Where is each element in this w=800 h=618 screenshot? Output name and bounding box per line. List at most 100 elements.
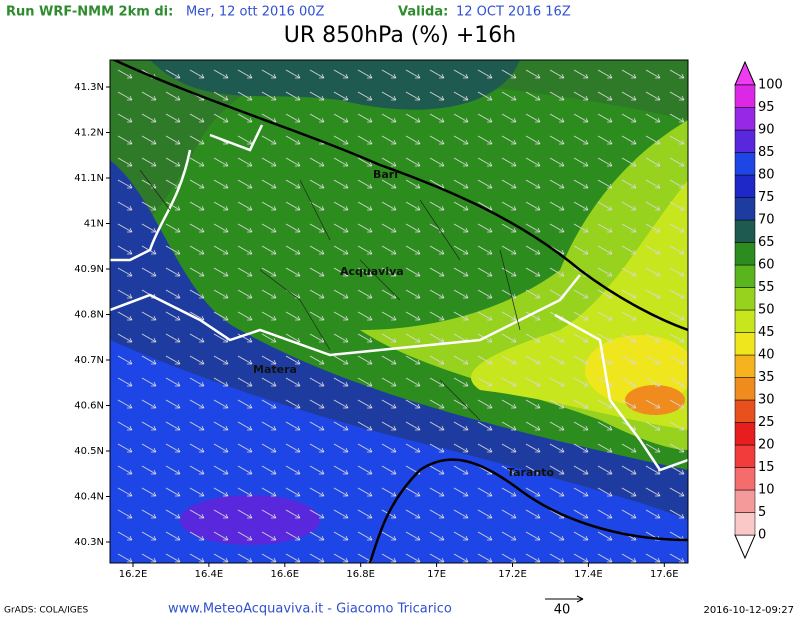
wind-arrow: [645, 421, 661, 431]
wind-arrow: [189, 69, 205, 79]
wind-arrow: [141, 223, 157, 233]
wind-arrow: [117, 553, 133, 563]
wind-arrow: [189, 487, 205, 497]
wind-arrow: [237, 179, 253, 189]
wind-arrow: [405, 487, 421, 497]
wind-arrow: [237, 157, 253, 167]
wind-arrow: [621, 443, 637, 453]
wind-arrow: [429, 69, 445, 79]
wind-arrow: [621, 487, 637, 497]
wind-arrow: [213, 421, 229, 431]
wind-arrow: [261, 377, 277, 387]
colorbar-label: 75: [758, 190, 775, 205]
wind-arrow: [333, 157, 349, 167]
wind-arrow: [549, 399, 565, 409]
wind-arrow: [357, 179, 373, 189]
wind-arrow: [597, 487, 613, 497]
wind-arrow: [165, 267, 181, 277]
wind-arrow: [381, 157, 397, 167]
wind-arrow: [573, 421, 589, 431]
wind-arrow: [333, 443, 349, 453]
wind-arrow: [525, 377, 541, 387]
run-label: Run WRF-NMM 2km di:: [6, 5, 173, 20]
wind-arrow: [261, 267, 277, 277]
wind-arrow: [213, 289, 229, 299]
wind-arrow: [381, 201, 397, 211]
wind-arrow: [429, 245, 445, 255]
wind-arrow: [573, 311, 589, 321]
wind-arrow: [309, 69, 325, 79]
city-label: Bari: [373, 168, 398, 181]
wind-arrow: [117, 289, 133, 299]
wind-arrow: [333, 377, 349, 387]
wind-arrow: [549, 157, 565, 167]
wind-arrow: [597, 135, 613, 145]
city-label: Acquaviva: [340, 265, 404, 278]
wind-arrow: [117, 223, 133, 233]
colorbar-label: 20: [758, 438, 775, 453]
wind-arrow: [309, 267, 325, 277]
wind-arrow: [189, 531, 205, 541]
colorbar-segment: [734, 467, 756, 491]
wind-arrow: [669, 223, 685, 233]
wind-arrow: [117, 113, 133, 123]
wind-arrow: [525, 91, 541, 101]
wind-arrow: [573, 91, 589, 101]
colorbar-label: 30: [758, 393, 775, 408]
wind-arrow: [141, 311, 157, 321]
lon-label: 17.2E: [498, 569, 527, 580]
wind-arrow: [573, 333, 589, 343]
wind-arrow: [237, 201, 253, 211]
wind-arrow: [453, 509, 469, 519]
wind-arrow: [669, 443, 685, 453]
wind-arrow: [645, 113, 661, 123]
wind-arrow: [309, 333, 325, 343]
wind-arrow: [525, 135, 541, 145]
wind-arrow: [165, 553, 181, 563]
wind-arrow: [189, 377, 205, 387]
lon-label: 17.4E: [574, 569, 603, 580]
wind-arrow: [525, 509, 541, 519]
coastline-adriatic: [111, 60, 688, 332]
wind-arrow: [261, 69, 277, 79]
wind-arrow: [165, 355, 181, 365]
wind-arrow: [429, 443, 445, 453]
wind-arrow: [309, 509, 325, 519]
wind-arrow: [237, 443, 253, 453]
wind-arrow: [165, 113, 181, 123]
wind-arrow: [525, 553, 541, 563]
wind-arrow: [549, 69, 565, 79]
wind-arrow: [333, 267, 349, 277]
wind-arrow: [261, 179, 277, 189]
wind-arrow: [141, 465, 157, 475]
wind-arrow: [501, 245, 517, 255]
wind-arrow: [501, 157, 517, 167]
wind-arrow: [549, 113, 565, 123]
wind-arrow: [117, 201, 133, 211]
wind-arrow: [597, 553, 613, 563]
wind-arrow: [621, 91, 637, 101]
colorbar-label: 60: [758, 258, 775, 273]
province-borders: [139, 169, 521, 421]
wind-arrow: [645, 355, 661, 365]
wind-arrow: [549, 465, 565, 475]
wind-arrow: [285, 399, 301, 409]
wind-arrow: [237, 289, 253, 299]
wind-arrow: [357, 113, 373, 123]
wind-arrow: [117, 333, 133, 343]
colorbar-segment: [734, 332, 756, 356]
wind-arrow: [309, 377, 325, 387]
wind-arrow: [141, 113, 157, 123]
wind-arrow: [141, 267, 157, 277]
wind-arrow: [165, 69, 181, 79]
wind-arrow: [549, 355, 565, 365]
wind-arrow: [429, 465, 445, 475]
wind-arrow: [357, 377, 373, 387]
wind-arrow: [285, 509, 301, 519]
city-label: Matera: [253, 363, 297, 376]
wind-arrow: [669, 553, 685, 563]
wind-arrow: [597, 157, 613, 167]
wind-arrow: [525, 245, 541, 255]
colorbar-label: 65: [758, 235, 775, 250]
wind-arrow: [381, 113, 397, 123]
